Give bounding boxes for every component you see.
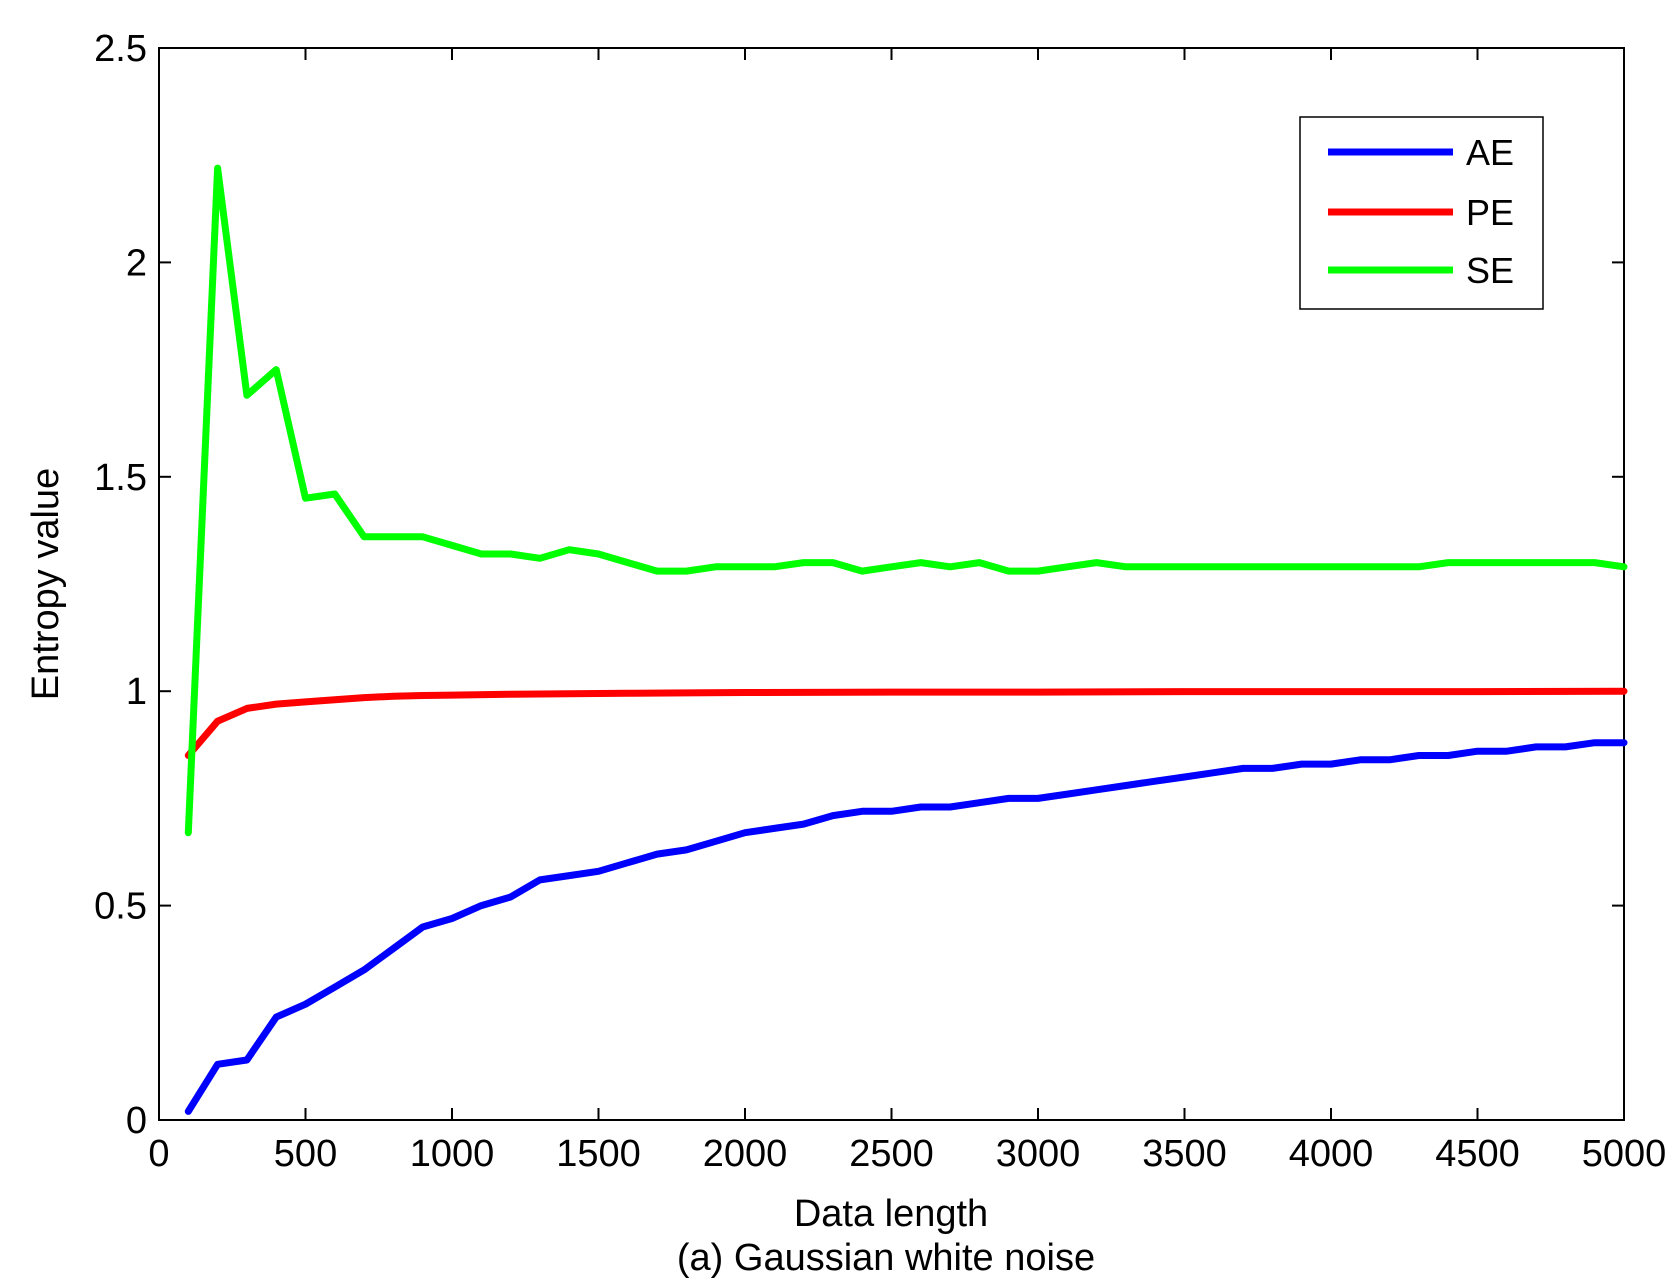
- x-tick-label: 2000: [703, 1133, 788, 1175]
- series-line-pe: [184, 687, 1628, 759]
- y-tick-label: 1.5: [94, 457, 147, 499]
- series-layer: [184, 164, 1628, 1115]
- y-tick-label: 1: [126, 671, 147, 713]
- x-tick-label: 1500: [556, 1133, 641, 1175]
- series-line-se: [184, 164, 1628, 837]
- y-axis-label: Entropy value: [25, 468, 67, 700]
- series-line-ae: [184, 739, 1628, 1115]
- x-tick-label: 4500: [1435, 1133, 1520, 1175]
- x-tick-label: 5000: [1582, 1133, 1667, 1175]
- x-tick-label: 2500: [849, 1133, 934, 1175]
- y-tick-label: 0: [126, 1100, 147, 1142]
- legend: AE PE SE: [1299, 116, 1544, 310]
- ticks-layer: 0 500 1000 1500 2000 2500 3000 3500 4000 4500 5000…: [94, 28, 1666, 1175]
- x-axis-label: Data length: [794, 1193, 988, 1235]
- legend-label-se: SE: [1466, 250, 1514, 291]
- y-tick-label: 2.5: [94, 28, 147, 70]
- y-tick-label: 0.5: [94, 886, 147, 928]
- legend-label-pe: PE: [1466, 192, 1514, 233]
- legend-label-ae: AE: [1466, 132, 1514, 173]
- x-tick-label: 1000: [410, 1133, 495, 1175]
- x-tick-label: 500: [274, 1133, 337, 1175]
- x-tick-label: 4000: [1289, 1133, 1374, 1175]
- x-tick-label: 3500: [1142, 1133, 1227, 1175]
- x-tick-label: 3000: [996, 1133, 1081, 1175]
- x-tick-label: 0: [148, 1133, 169, 1175]
- chart-caption: (a) Gaussian white noise: [677, 1237, 1095, 1279]
- y-tick-label: 2: [126, 242, 147, 284]
